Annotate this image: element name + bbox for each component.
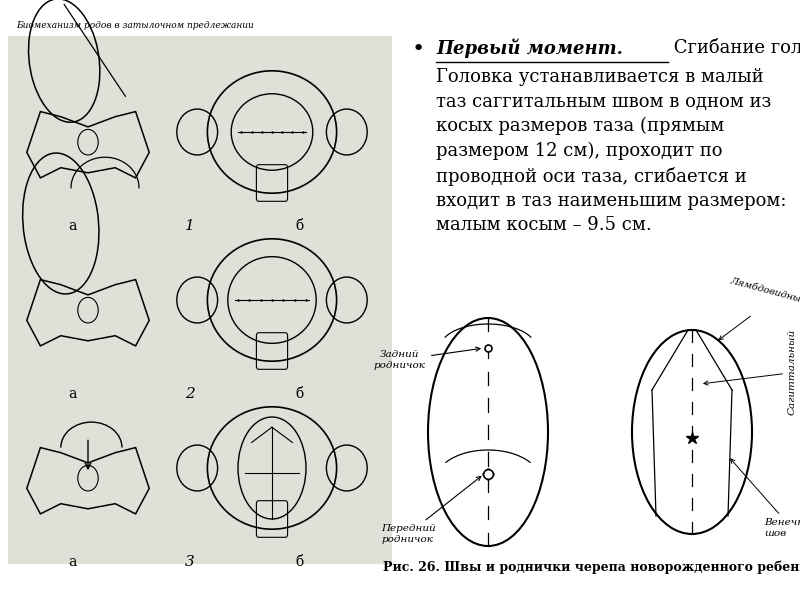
Text: Венечный
шов: Венечный шов bbox=[730, 459, 800, 538]
Text: •: • bbox=[412, 39, 426, 59]
Text: 3: 3 bbox=[185, 555, 195, 569]
Text: Рис. 26. Швы и роднички черепа новорожденного ребенка: Рис. 26. Швы и роднички черепа новорожде… bbox=[383, 561, 800, 575]
Text: Первый момент.: Первый момент. bbox=[436, 39, 623, 58]
Text: а: а bbox=[68, 387, 76, 401]
Text: 2: 2 bbox=[185, 387, 195, 401]
Text: Головка устанавливается в малый
таз саггитальным швом в одном из
косых размеров : Головка устанавливается в малый таз сагг… bbox=[436, 68, 786, 235]
Text: Передний
родничок: Передний родничок bbox=[381, 476, 481, 544]
Text: Сагиттальный
шов: Сагиттальный шов bbox=[704, 329, 800, 415]
Text: 1: 1 bbox=[185, 219, 195, 233]
Text: Биомеханизм родов в затылочном предлежании: Биомеханизм родов в затылочном предлежан… bbox=[16, 21, 254, 30]
FancyBboxPatch shape bbox=[8, 36, 392, 564]
Text: Сгибание головки.: Сгибание головки. bbox=[668, 39, 800, 57]
Text: а: а bbox=[68, 219, 76, 233]
Text: б: б bbox=[296, 555, 304, 569]
Text: Лямбдовидный шов: Лямбдовидный шов bbox=[719, 276, 800, 340]
Text: Задний
родничок: Задний родничок bbox=[374, 347, 480, 370]
Text: б: б bbox=[296, 219, 304, 233]
Text: а: а bbox=[68, 555, 76, 569]
Text: б: б bbox=[296, 387, 304, 401]
